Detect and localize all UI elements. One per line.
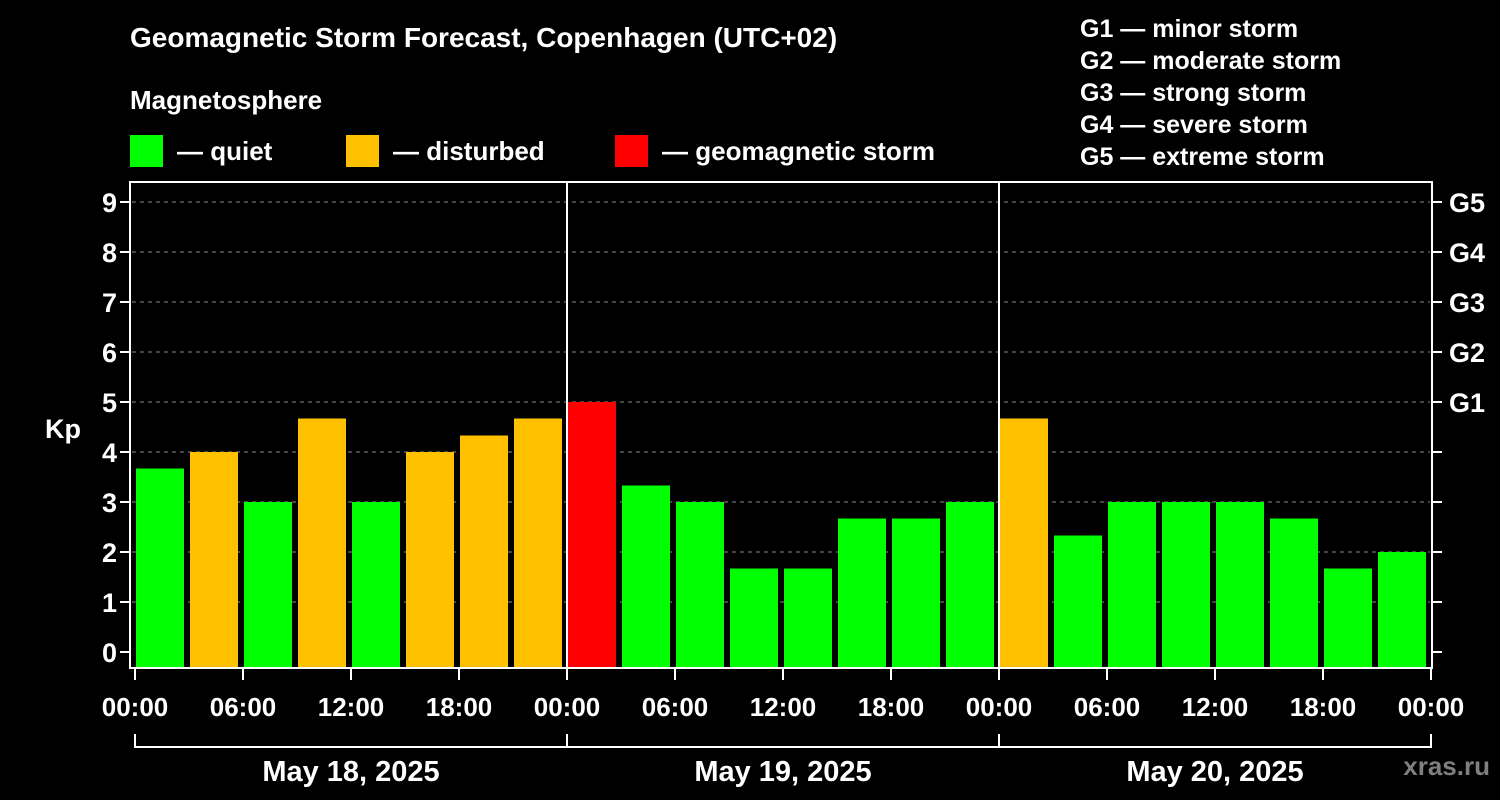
y-tick-label: 1 — [102, 588, 117, 618]
legend-item-storm: — geomagnetic storm — [615, 135, 935, 167]
legend-swatch-disturbed — [346, 135, 379, 167]
x-tick-label: 18:00 — [858, 692, 925, 722]
kp-bar-4 — [352, 502, 400, 668]
legend-label-storm: — geomagnetic storm — [662, 135, 936, 166]
g-axis-label: G1 — [1449, 388, 1485, 418]
date-label: May 19, 2025 — [694, 756, 871, 788]
watermark: xras.ru — [1403, 751, 1490, 781]
kp-bar-3 — [298, 418, 346, 668]
legend-swatch-quiet — [130, 135, 163, 167]
g-axis-label: G2 — [1449, 338, 1485, 368]
kp-bar-1 — [190, 452, 238, 668]
x-tick-label: 00:00 — [1398, 692, 1465, 722]
legend-heading: Magnetosphere — [130, 85, 323, 115]
kp-bar-18 — [1108, 502, 1156, 668]
x-tick-label: 06:00 — [210, 692, 277, 722]
legend-item-quiet: — quiet — [130, 135, 272, 167]
g-scale-legend: G1 — minor storm G2 — moderate storm G3 … — [1080, 13, 1341, 173]
kp-bar-21 — [1270, 518, 1318, 668]
x-tick-label: 06:00 — [642, 692, 709, 722]
y-tick-label: 5 — [102, 388, 117, 418]
date-label: May 18, 2025 — [262, 756, 439, 788]
kp-bar-22 — [1324, 568, 1372, 668]
x-tick-label: 06:00 — [1074, 692, 1141, 722]
kp-bar-2 — [244, 502, 292, 668]
x-tick-label: 18:00 — [426, 692, 493, 722]
x-tick-label: 00:00 — [102, 692, 169, 722]
date-label: May 20, 2025 — [1126, 756, 1303, 788]
g-axis-label: G5 — [1449, 188, 1485, 218]
kp-bar-19 — [1162, 502, 1210, 668]
chart-title: Geomagnetic Storm Forecast, Copenhagen (… — [130, 22, 838, 53]
kp-bar-12 — [784, 568, 832, 668]
g-axis-label: G4 — [1449, 238, 1485, 268]
legend-label-quiet: — quiet — [177, 135, 273, 166]
y-tick-label: 8 — [102, 238, 117, 268]
kp-bar-15 — [946, 502, 994, 668]
kp-bar-17 — [1054, 535, 1102, 668]
x-tick-label: 18:00 — [1290, 692, 1357, 722]
g-scale-g5: G5 — extreme storm — [1080, 143, 1325, 171]
y-tick-label: 6 — [102, 338, 117, 368]
legend-label-disturbed: — disturbed — [393, 135, 545, 166]
kp-bar-20 — [1216, 502, 1264, 668]
kp-bar-9 — [622, 485, 670, 668]
legend-swatch-storm — [615, 135, 648, 167]
kp-bar-16 — [1000, 418, 1048, 668]
kp-bar-5 — [406, 452, 454, 668]
kp-bar-11 — [730, 568, 778, 668]
g-scale-g2: G2 — moderate storm — [1080, 47, 1342, 75]
x-tick-label: 12:00 — [750, 692, 817, 722]
kp-bar-23 — [1378, 552, 1426, 668]
kp-bar-8 — [568, 402, 616, 668]
kp-bar-13 — [838, 518, 886, 668]
x-tick-label: 00:00 — [966, 692, 1033, 722]
y-axis-title: Kp — [45, 414, 81, 444]
x-tick-label: 12:00 — [1182, 692, 1249, 722]
y-tick-label: 7 — [102, 288, 117, 318]
legend-item-disturbed: — disturbed — [346, 135, 545, 167]
y-tick-label: 3 — [102, 488, 117, 518]
kp-bar-6 — [460, 435, 508, 668]
g-scale-g4: G4 — severe storm — [1080, 111, 1308, 139]
kp-bar-7 — [514, 418, 562, 668]
plot-frame — [129, 181, 1433, 669]
g-scale-g3: G3 — strong storm — [1080, 79, 1307, 107]
y-tick-label: 4 — [102, 438, 117, 468]
x-tick-label: 12:00 — [318, 692, 385, 722]
y-tick-label: 2 — [102, 538, 117, 568]
kp-bar-14 — [892, 518, 940, 668]
x-tick-label: 00:00 — [534, 692, 601, 722]
g-scale-g1: G1 — minor storm — [1080, 15, 1299, 43]
y-tick-label: 0 — [102, 638, 117, 668]
kp-bar-10 — [676, 502, 724, 668]
g-axis-label: G3 — [1449, 288, 1485, 318]
kp-bar-0 — [136, 468, 184, 668]
y-tick-label: 9 — [102, 188, 117, 218]
